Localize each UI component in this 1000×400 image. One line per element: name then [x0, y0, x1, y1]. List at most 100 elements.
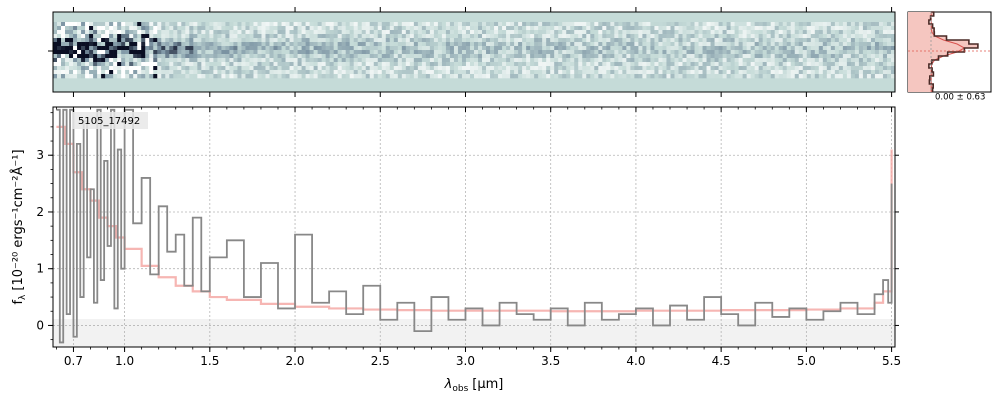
heatmap-cell — [361, 42, 367, 47]
heatmap-cell — [393, 46, 399, 51]
heatmap-cell — [806, 46, 812, 51]
heatmap-cell — [277, 66, 282, 71]
heatmap-cell — [413, 74, 419, 79]
heatmap-cell — [385, 74, 391, 79]
heatmap-cell — [722, 38, 727, 43]
heatmap-cell — [798, 38, 804, 43]
heatmap-cell — [862, 26, 868, 31]
heatmap-cell — [293, 54, 298, 59]
heatmap-cell — [498, 30, 503, 35]
heatmap-cell — [590, 54, 595, 59]
heatmap-cell — [245, 26, 250, 31]
heatmap-cell — [429, 34, 435, 39]
heatmap-cell — [73, 66, 78, 71]
heatmap-cell — [405, 22, 411, 27]
heatmap-cell — [710, 62, 715, 67]
heatmap-cell — [365, 74, 371, 79]
heatmap-cell — [237, 46, 242, 51]
heatmap-cell — [353, 26, 359, 31]
heatmap-cell — [774, 62, 780, 67]
heatmap-cell — [682, 74, 687, 79]
heatmap-cell — [341, 30, 346, 35]
heatmap-cell — [357, 46, 363, 51]
heatmap-cell — [594, 22, 599, 27]
heatmap-cell — [710, 34, 715, 39]
heatmap-cell — [333, 34, 338, 39]
heatmap-cell — [778, 74, 784, 79]
heatmap-cell — [241, 74, 246, 79]
heatmap-cell — [381, 58, 387, 63]
heatmap-cell — [113, 70, 118, 75]
heatmap-cell — [882, 46, 888, 51]
heatmap-cell — [133, 30, 138, 35]
heatmap-cell — [265, 22, 270, 27]
heatmap-cell — [281, 22, 286, 27]
heatmap-cell — [137, 26, 142, 31]
heatmap-cell — [457, 66, 463, 71]
heatmap-cell — [598, 30, 603, 35]
heatmap-cell — [341, 74, 346, 79]
heatmap-cell — [181, 58, 186, 63]
heatmap-cell — [686, 58, 691, 63]
heatmap-cell — [413, 42, 419, 47]
heatmap-cell — [229, 38, 234, 43]
heatmap-cell — [245, 70, 250, 75]
heatmap-cell — [702, 62, 707, 67]
heatmap-cell — [810, 22, 816, 27]
heatmap-cell — [225, 58, 230, 63]
heatmap-cell — [566, 70, 571, 75]
heatmap-cell — [61, 54, 66, 59]
heatmap-cell — [405, 58, 411, 63]
heatmap-cell — [482, 70, 487, 75]
heatmap-cell — [650, 46, 655, 51]
heatmap-cell — [141, 26, 146, 31]
heatmap-cell — [89, 46, 94, 51]
heatmap-cell — [77, 74, 82, 79]
heatmap-cell — [530, 54, 535, 59]
heatmap-cell — [65, 30, 70, 35]
heatmap-cell — [449, 70, 455, 75]
heatmap-cell — [61, 70, 66, 75]
heatmap-cell — [53, 46, 58, 51]
heatmap-cell — [57, 54, 62, 59]
heatmap-cell — [702, 42, 707, 47]
heatmap-cell — [301, 42, 306, 47]
heatmap-cell — [69, 34, 74, 39]
heatmap-cell — [273, 30, 278, 35]
heatmap-cell — [846, 70, 852, 75]
heatmap-cell — [365, 26, 371, 31]
heatmap-cell — [201, 38, 206, 43]
heatmap-cell — [890, 38, 896, 43]
heatmap-cell — [297, 26, 302, 31]
heatmap-cell — [750, 70, 755, 75]
heatmap-cell — [81, 70, 86, 75]
heatmap-cell — [101, 30, 106, 35]
heatmap-cell — [490, 70, 495, 75]
heatmap-cell — [742, 74, 747, 79]
heatmap-cell — [249, 58, 254, 63]
heatmap-cell — [718, 62, 723, 67]
heatmap-cell — [413, 38, 419, 43]
heatmap-cell — [393, 26, 399, 31]
heatmap-cell — [794, 74, 800, 79]
heatmap-cell — [506, 26, 511, 31]
heatmap-cell — [526, 22, 531, 27]
heatmap-cell — [810, 54, 816, 59]
heatmap-cell — [682, 62, 687, 67]
heatmap-cell — [746, 70, 751, 75]
heatmap-cell — [566, 62, 571, 67]
heatmap-cell — [53, 30, 58, 35]
heatmap-cell — [562, 38, 567, 43]
heatmap-cell — [778, 30, 784, 35]
heatmap-cell — [205, 30, 210, 35]
heatmap-cell — [634, 38, 639, 43]
heatmap-cell — [686, 42, 691, 47]
heatmap-cell — [778, 46, 784, 51]
heatmap-cell — [546, 42, 551, 47]
heatmap-cell — [185, 30, 190, 35]
heatmap-cell — [474, 74, 479, 79]
heatmap-cell — [253, 46, 258, 51]
heatmap-cell — [461, 70, 467, 75]
heatmap-cell — [445, 62, 451, 67]
heatmap-cell — [790, 22, 796, 27]
